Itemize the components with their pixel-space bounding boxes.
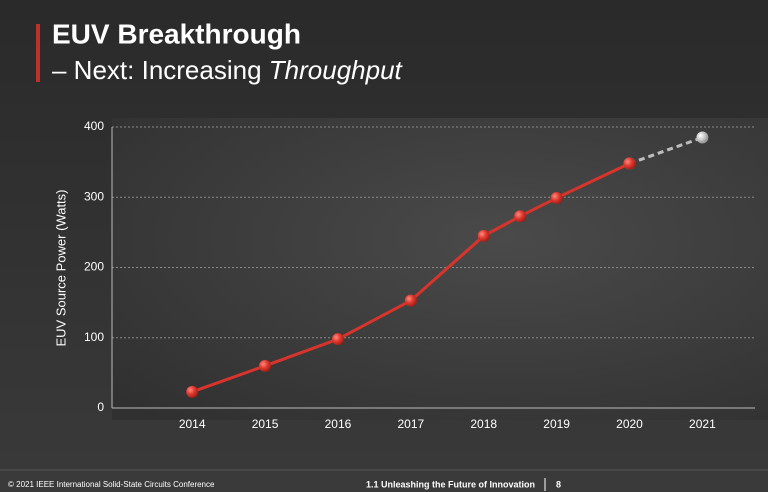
title: EUV Breakthrough xyxy=(52,18,301,49)
data-point xyxy=(186,385,199,398)
x-tick-label: 2017 xyxy=(397,417,424,431)
data-point xyxy=(477,229,490,242)
y-axis-label: EUV Source Power (Watts) xyxy=(53,189,68,346)
subtitle-text: – Next: Increasing xyxy=(52,55,262,85)
footer-copyright: © 2021 IEEE International Solid-State Ci… xyxy=(8,480,215,489)
subtitle-emphasis: Throughput xyxy=(269,55,404,85)
footer-session: 1.1 Unleashing the Future of Innovation xyxy=(366,479,535,489)
x-tick-label: 2019 xyxy=(543,417,570,431)
x-tick-label: 2018 xyxy=(470,417,497,431)
data-point xyxy=(623,157,636,170)
subtitle: – Next: Increasing Throughput xyxy=(52,55,404,85)
footer-page: 8 xyxy=(556,479,561,489)
data-point xyxy=(404,294,417,307)
x-tick-label: 2014 xyxy=(179,417,206,431)
y-tick-label: 400 xyxy=(84,119,104,133)
series-line xyxy=(629,136,703,165)
data-point xyxy=(696,131,709,144)
y-tick-label: 0 xyxy=(97,400,104,414)
data-point xyxy=(331,333,344,346)
x-tick-label: 2015 xyxy=(252,417,279,431)
y-tick-label: 300 xyxy=(84,189,104,203)
data-point xyxy=(259,359,272,372)
data-point xyxy=(514,210,527,223)
y-tick-label: 100 xyxy=(84,330,104,344)
plot: 0 100 200 300 400 2014 2015 2016 2017 2018 2019 202… xyxy=(84,119,755,431)
x-tick-label: 2016 xyxy=(325,417,352,431)
data-point xyxy=(550,191,563,204)
x-tick-label: 2021 xyxy=(689,417,716,431)
x-tick-label: 2020 xyxy=(616,417,643,431)
y-tick-label: 200 xyxy=(84,260,104,274)
series-line xyxy=(191,162,631,394)
title-accent xyxy=(36,24,40,82)
plot-area xyxy=(112,118,768,420)
